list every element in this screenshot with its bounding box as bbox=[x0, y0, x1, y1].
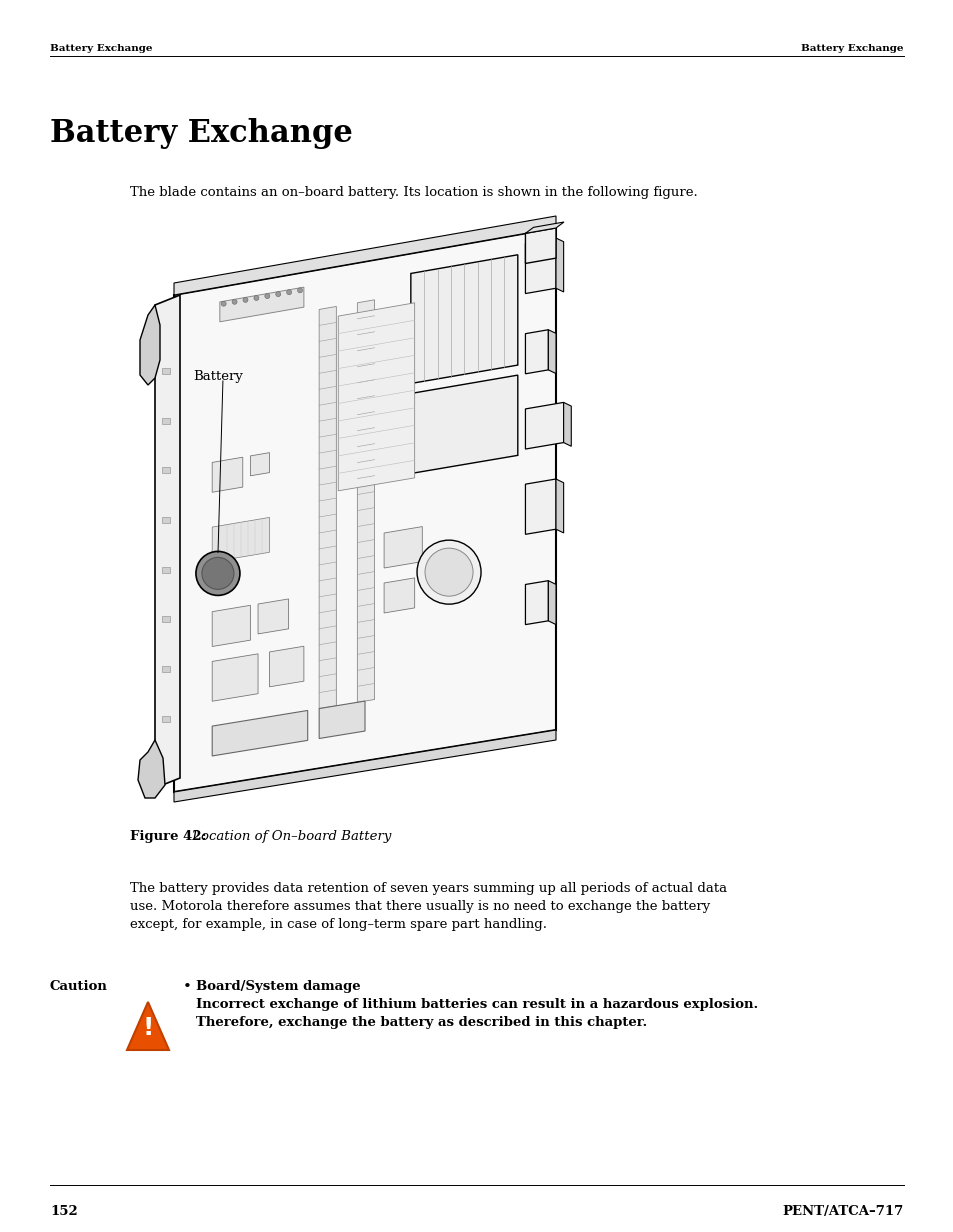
Circle shape bbox=[275, 292, 280, 297]
Circle shape bbox=[221, 301, 226, 307]
Text: Incorrect exchange of lithium batteries can result in a hazardous explosion.: Incorrect exchange of lithium batteries … bbox=[195, 998, 758, 1011]
Polygon shape bbox=[212, 711, 308, 756]
Polygon shape bbox=[212, 457, 242, 493]
Polygon shape bbox=[138, 740, 165, 798]
Polygon shape bbox=[257, 599, 289, 634]
Text: Board/System damage: Board/System damage bbox=[195, 979, 360, 993]
Polygon shape bbox=[563, 403, 571, 446]
Polygon shape bbox=[384, 578, 415, 614]
Polygon shape bbox=[525, 479, 556, 535]
Polygon shape bbox=[411, 255, 517, 383]
Circle shape bbox=[425, 548, 473, 596]
Text: use. Motorola therefore assumes that there usually is no need to exchange the ba: use. Motorola therefore assumes that the… bbox=[130, 901, 709, 913]
Bar bbox=[162, 368, 171, 373]
Circle shape bbox=[232, 299, 237, 304]
Polygon shape bbox=[127, 1002, 169, 1050]
Bar bbox=[162, 467, 171, 473]
Bar bbox=[162, 418, 171, 424]
Polygon shape bbox=[525, 403, 563, 448]
Polygon shape bbox=[548, 330, 556, 373]
Text: PENT/ATCA–717: PENT/ATCA–717 bbox=[781, 1205, 903, 1218]
Text: Figure 42:: Figure 42: bbox=[130, 830, 207, 843]
Polygon shape bbox=[556, 479, 563, 533]
Bar bbox=[162, 567, 171, 573]
Polygon shape bbox=[212, 605, 250, 647]
Text: 152: 152 bbox=[50, 1205, 77, 1218]
Text: Battery Exchange: Battery Exchange bbox=[50, 118, 353, 149]
Text: Caution: Caution bbox=[50, 979, 108, 993]
Text: except, for example, in case of long–term spare part handling.: except, for example, in case of long–ter… bbox=[130, 918, 546, 931]
Text: The blade contains an on–board battery. Its location is shown in the following f: The blade contains an on–board battery. … bbox=[130, 186, 697, 200]
Polygon shape bbox=[173, 731, 556, 802]
Circle shape bbox=[286, 290, 292, 294]
Circle shape bbox=[243, 297, 248, 302]
Text: Battery Exchange: Battery Exchange bbox=[801, 44, 903, 53]
Bar bbox=[162, 616, 171, 622]
Circle shape bbox=[195, 552, 239, 595]
Polygon shape bbox=[556, 238, 563, 292]
Polygon shape bbox=[525, 330, 548, 373]
Polygon shape bbox=[212, 654, 257, 701]
Text: Therefore, exchange the battery as described in this chapter.: Therefore, exchange the battery as descr… bbox=[195, 1016, 646, 1029]
Polygon shape bbox=[338, 303, 415, 490]
Polygon shape bbox=[269, 647, 304, 686]
Circle shape bbox=[297, 288, 302, 293]
Polygon shape bbox=[525, 222, 563, 233]
Polygon shape bbox=[525, 580, 548, 625]
Circle shape bbox=[416, 540, 480, 604]
Polygon shape bbox=[154, 294, 180, 788]
Text: Battery: Battery bbox=[193, 370, 243, 383]
Text: Battery Exchange: Battery Exchange bbox=[50, 44, 152, 53]
Bar bbox=[162, 667, 171, 671]
Polygon shape bbox=[140, 306, 160, 384]
Circle shape bbox=[265, 293, 270, 298]
Bar bbox=[162, 517, 171, 522]
Text: !: ! bbox=[142, 1016, 153, 1040]
Polygon shape bbox=[319, 307, 336, 708]
Polygon shape bbox=[173, 228, 556, 792]
Polygon shape bbox=[548, 580, 556, 625]
Polygon shape bbox=[319, 701, 365, 738]
Text: •: • bbox=[183, 979, 192, 994]
Circle shape bbox=[253, 296, 258, 301]
Polygon shape bbox=[219, 287, 304, 322]
Polygon shape bbox=[250, 452, 269, 476]
Text: The battery provides data retention of seven years summing up all periods of act: The battery provides data retention of s… bbox=[130, 882, 726, 894]
Bar bbox=[162, 716, 171, 722]
Polygon shape bbox=[525, 228, 556, 264]
Polygon shape bbox=[384, 526, 422, 568]
Polygon shape bbox=[212, 517, 269, 562]
Circle shape bbox=[202, 557, 233, 589]
Polygon shape bbox=[357, 299, 375, 702]
Polygon shape bbox=[173, 216, 556, 294]
Text: Location of On–board Battery: Location of On–board Battery bbox=[188, 830, 391, 843]
Polygon shape bbox=[525, 238, 556, 293]
Polygon shape bbox=[411, 375, 517, 473]
